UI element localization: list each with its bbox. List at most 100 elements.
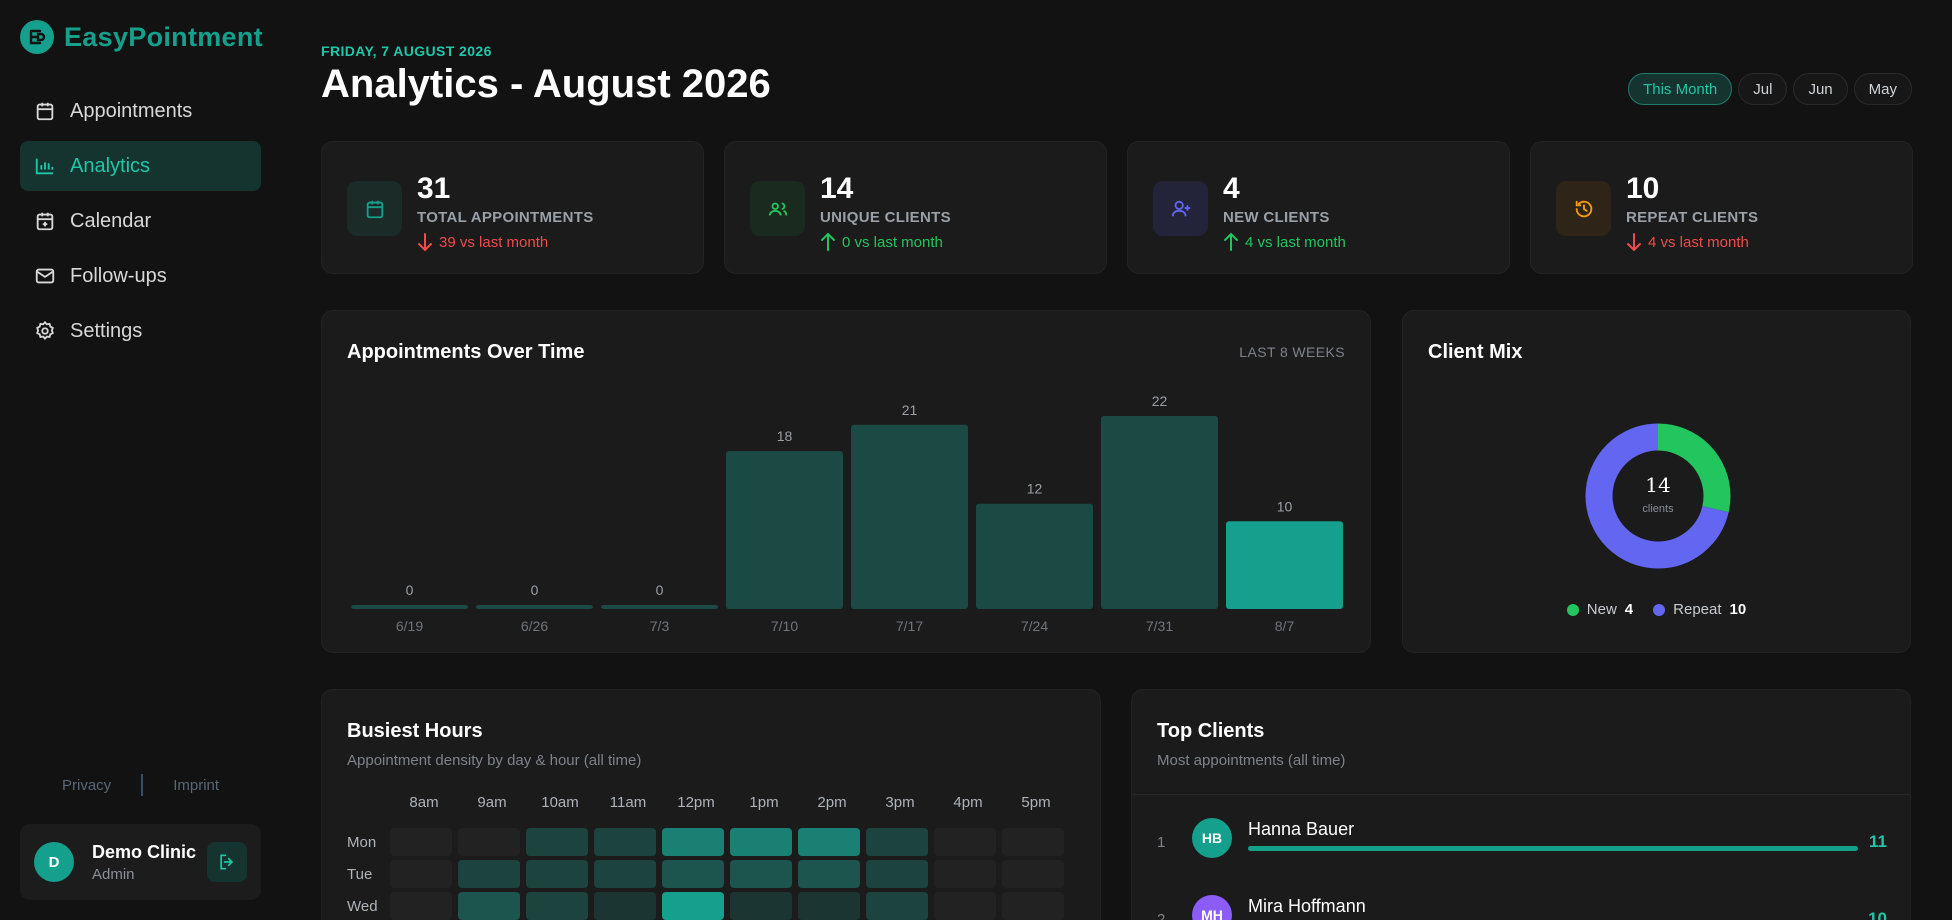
heatmap-cell[interactable] bbox=[934, 892, 996, 920]
client-rank: 1 bbox=[1157, 834, 1166, 851]
bar-7/3[interactable] bbox=[601, 605, 718, 609]
heatmap-cell[interactable] bbox=[662, 892, 724, 920]
heatmap-cell[interactable] bbox=[526, 860, 588, 888]
logout-icon bbox=[220, 854, 234, 870]
gear-icon bbox=[36, 320, 54, 340]
heatmap-cell[interactable] bbox=[730, 860, 792, 888]
stat-card-repeat-clients: 10 REPEAT CLIENTS 4 vs last month bbox=[1530, 141, 1913, 274]
page-title: Analytics - August 2026 bbox=[321, 62, 771, 106]
sidebar-item-analytics[interactable]: Analytics bbox=[20, 141, 261, 191]
heatmap-cell[interactable] bbox=[594, 828, 656, 856]
avatar: D bbox=[34, 842, 74, 882]
history-icon bbox=[1556, 181, 1611, 236]
heatmap-cell[interactable] bbox=[1002, 828, 1064, 856]
appointments-bar-chart: 0 6/19 0 6/26 0 7/3 18 7/10 21 7/17 12 7/24 22 7/31 10… bbox=[351, 393, 1343, 634]
legend-label: New bbox=[1586, 601, 1617, 618]
bar-7/17[interactable] bbox=[851, 424, 968, 609]
heatmap-cell[interactable] bbox=[526, 828, 588, 856]
heatmap-cell[interactable] bbox=[866, 892, 928, 920]
stat-label: NEW CLIENTS bbox=[1223, 209, 1330, 226]
sidebar-item-appointments[interactable]: Appointments bbox=[20, 86, 261, 136]
client-bar-track bbox=[1248, 846, 1858, 851]
bar-7/31[interactable] bbox=[1101, 416, 1218, 609]
heatmap-hour-label: 5pm bbox=[1021, 794, 1051, 811]
panel-subtitle: Most appointments (all time) bbox=[1157, 752, 1346, 769]
stat-delta-text: 4 vs last month bbox=[1648, 233, 1749, 251]
heatmap-row: Tue bbox=[347, 860, 1070, 888]
top-client-row[interactable]: 1 HB Hanna Bauer 11 bbox=[1157, 810, 1887, 870]
heatmap-cell[interactable] bbox=[866, 828, 928, 856]
bar-6/26[interactable] bbox=[476, 605, 593, 609]
brand[interactable]: EasyPointment bbox=[20, 20, 263, 54]
bar-7/10[interactable] bbox=[726, 451, 843, 609]
heatmap-cell[interactable] bbox=[458, 892, 520, 920]
stat-delta-text: 39 vs last month bbox=[439, 233, 549, 251]
client-name: Hanna Bauer bbox=[1248, 819, 1355, 839]
heatmap-cell[interactable] bbox=[730, 828, 792, 856]
heatmap-cell[interactable] bbox=[458, 860, 520, 888]
arrow-down-icon bbox=[1627, 233, 1641, 252]
heatmap-day-label: Tue bbox=[347, 865, 373, 883]
period-tag: LAST 8 WEEKS bbox=[1239, 344, 1345, 360]
user-role: Admin bbox=[92, 865, 135, 883]
bar-6/19[interactable] bbox=[351, 605, 468, 609]
tab-this-month[interactable]: This Month bbox=[1628, 73, 1733, 105]
heatmap-cell[interactable] bbox=[662, 860, 724, 888]
heatmap-cell[interactable] bbox=[798, 892, 860, 920]
privacy-link[interactable]: Privacy bbox=[62, 776, 112, 794]
user-plus-icon bbox=[1153, 181, 1208, 236]
heatmap-cell[interactable] bbox=[1002, 892, 1064, 920]
avatar: HB bbox=[1192, 818, 1232, 858]
heatmap-cell[interactable] bbox=[798, 860, 860, 888]
heatmap-cell[interactable] bbox=[934, 860, 996, 888]
heatmap-cell[interactable] bbox=[1002, 860, 1064, 888]
heatmap-cell[interactable] bbox=[730, 892, 792, 920]
logout-button[interactable] bbox=[207, 842, 247, 882]
sidebar-item-settings[interactable]: Settings bbox=[20, 306, 261, 356]
client-bar-fill bbox=[1248, 846, 1858, 851]
top-clients-panel: Top Clients Most appointments (all time)… bbox=[1131, 689, 1911, 920]
stat-value: 14 bbox=[820, 172, 854, 205]
bar-value-label: 0 bbox=[531, 582, 539, 598]
heatmap-cell[interactable] bbox=[526, 892, 588, 920]
heatmap-hour-label: 12pm bbox=[677, 794, 715, 811]
heatmap-day-label: Wed bbox=[347, 897, 378, 915]
bar-8/7[interactable] bbox=[1226, 521, 1343, 609]
panel-title: Top Clients bbox=[1157, 720, 1265, 742]
stat-card-unique-clients: 14 UNIQUE CLIENTS 0 vs last month bbox=[724, 141, 1107, 274]
panel-subtitle: Appointment density by day & hour (all t… bbox=[347, 752, 642, 769]
heatmap-cell[interactable] bbox=[390, 860, 452, 888]
heatmap-cell[interactable] bbox=[390, 892, 452, 920]
heatmap-cell[interactable] bbox=[458, 828, 520, 856]
legend-label: Repeat bbox=[1673, 601, 1722, 618]
mail-icon bbox=[35, 268, 55, 284]
arrow-up-icon bbox=[821, 232, 835, 251]
period-tabs: This Month Jul Jun May bbox=[1628, 73, 1912, 105]
heatmap-cell[interactable] bbox=[594, 860, 656, 888]
heatmap-cell[interactable] bbox=[594, 892, 656, 920]
heatmap-cell[interactable] bbox=[934, 828, 996, 856]
heatmap-cell[interactable] bbox=[662, 828, 724, 856]
tab-jul[interactable]: Jul bbox=[1738, 73, 1788, 105]
tab-jun[interactable]: Jun bbox=[1793, 73, 1848, 105]
legend-item-new: New 4 bbox=[1566, 601, 1633, 618]
heatmap-cell[interactable] bbox=[866, 860, 928, 888]
x-tick-label: 8/7 bbox=[1275, 618, 1295, 634]
heatmap-cell[interactable] bbox=[798, 828, 860, 856]
top-client-row[interactable]: 2 MH Mira Hoffmann 10 bbox=[1157, 887, 1887, 920]
stat-card-new-clients: 4 NEW CLIENTS 4 vs last month bbox=[1127, 141, 1510, 274]
calendar-icon bbox=[36, 102, 54, 121]
sidebar-item-calendar[interactable]: Calendar bbox=[20, 196, 261, 246]
client-mix-donut-chart: 14 clients bbox=[1585, 423, 1731, 569]
heatmap-hour-label: 8am bbox=[409, 794, 439, 811]
tab-may[interactable]: May bbox=[1853, 73, 1912, 105]
donut-slice-new[interactable] bbox=[1585, 423, 1731, 569]
heatmap-cell[interactable] bbox=[390, 828, 452, 856]
user-name: Demo Clinic bbox=[92, 841, 197, 862]
x-tick-label: 7/24 bbox=[1021, 618, 1048, 634]
heatmap-hour-label: 9am bbox=[477, 794, 507, 811]
sidebar-item-follow-ups[interactable]: Follow-ups bbox=[20, 251, 261, 301]
imprint-link[interactable]: Imprint bbox=[173, 776, 220, 794]
bar-7/24[interactable] bbox=[976, 503, 1093, 609]
calendar-icon bbox=[347, 181, 402, 236]
